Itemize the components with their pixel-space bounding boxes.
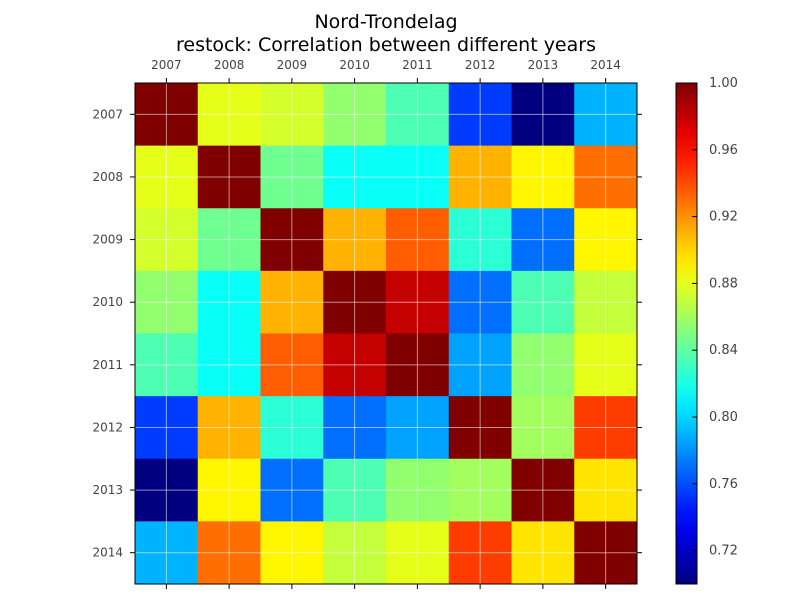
y-tick-label: 2007 [92, 107, 123, 121]
colorbar-tick-label: 1.00 [709, 76, 738, 91]
x-tick-label: 2009 [277, 58, 308, 72]
chart-title: Nord-Trondelag [314, 11, 457, 33]
heatmap-cells [135, 83, 638, 585]
heatmap-gridlines [135, 83, 637, 584]
colorbar-tick-label: 0.76 [709, 477, 738, 492]
x-tick-label: 2013 [528, 58, 559, 72]
colorbar-ticks [692, 82, 697, 552]
y-tick-label: 2014 [92, 546, 123, 560]
x-axis-tick-labels: 2007 2008 2009 2010 2011 2012 2013 2014 [151, 58, 621, 72]
y-tick-label: 2010 [92, 295, 123, 309]
y-tick-label: 2011 [92, 358, 123, 372]
colorbar-tick-label: 0.72 [709, 544, 738, 559]
y-tick-label: 2012 [92, 420, 123, 434]
y-tick-label: 2009 [92, 233, 123, 247]
y-tick-label: 2008 [92, 170, 123, 184]
x-tick-label: 2012 [465, 58, 496, 72]
chart-subtitle: restock: Correlation between different y… [176, 34, 596, 56]
x-tick-label: 2007 [151, 58, 182, 72]
axis-ticks [130, 78, 642, 589]
colorbar-tick-label: 0.96 [709, 143, 738, 158]
colorbar [675, 82, 698, 585]
x-tick-label: 2014 [590, 58, 621, 72]
y-axis-tick-labels: 2007 2008 2009 2010 2011 2012 2013 2014 [92, 107, 123, 559]
y-tick-label: 2013 [92, 483, 123, 497]
colorbar-tick-label: 0.92 [709, 210, 738, 225]
colorbar-tick-labels: 1.00 0.96 0.92 0.88 0.84 0.80 0.76 0.72 [709, 76, 738, 559]
x-tick-label: 2008 [214, 58, 245, 72]
x-tick-label: 2011 [402, 58, 433, 72]
colorbar-tick-label: 0.88 [709, 276, 738, 291]
plot-frame [134, 82, 638, 585]
x-tick-label: 2010 [339, 58, 370, 72]
colorbar-tick-label: 0.84 [709, 343, 738, 358]
colorbar-tick-label: 0.80 [709, 410, 738, 425]
